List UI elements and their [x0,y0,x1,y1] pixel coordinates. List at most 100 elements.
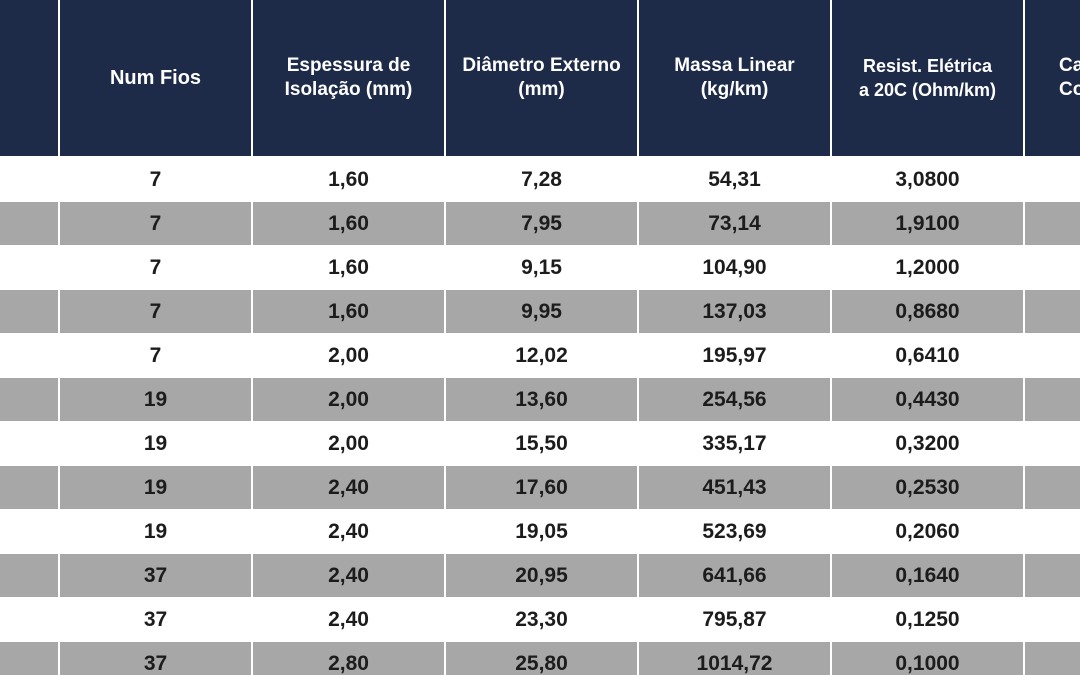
cell-num-fios: 37 [60,554,251,598]
cell-massa: 195,97 [639,334,830,378]
row-cell-blank [0,642,58,675]
cell-espessura: 2,40 [253,554,444,598]
row-cell-partial [1025,642,1080,675]
cell-num-fios: 19 [60,378,251,422]
row-cell-blank [0,158,58,202]
cell-diametro: 23,30 [446,598,637,642]
cell-massa: 641,66 [639,554,830,598]
cell-massa: 137,03 [639,290,830,334]
cell-massa: 523,69 [639,510,830,554]
table-row: 7 1,60 9,15 104,90 1,2000 [0,246,1080,290]
table-row: 19 2,00 13,60 254,56 0,4430 [0,378,1080,422]
row-cell-partial [1025,422,1080,466]
cell-espessura: 2,40 [253,598,444,642]
row-cell-blank [0,598,58,642]
row-cell-partial [1025,246,1080,290]
row-cell-blank [0,246,58,290]
cell-resist: 0,2060 [832,510,1023,554]
row-cell-partial [1025,466,1080,510]
header-massa: Massa Linear (kg/km) [639,0,830,158]
cell-resist: 0,6410 [832,334,1023,378]
cell-massa: 795,87 [639,598,830,642]
cell-diametro: 9,15 [446,246,637,290]
header-num-fios-label: Num Fios [109,67,202,89]
cell-diametro: 7,95 [446,202,637,246]
cell-massa: 1014,72 [639,642,830,675]
cell-diametro: 20,95 [446,554,637,598]
cell-diametro: 7,28 [446,158,637,202]
row-cell-blank [0,290,58,334]
cell-resist: 0,1250 [832,598,1023,642]
row-cell-partial [1025,510,1080,554]
header-resist: Resist. Elétrica a 20C (Ohm/km) [832,0,1023,158]
row-cell-blank [0,466,58,510]
row-cell-blank [0,378,58,422]
cell-resist: 0,2530 [832,466,1023,510]
row-cell-partial [1025,158,1080,202]
cell-espessura: 2,00 [253,378,444,422]
cell-num-fios: 7 [60,334,251,378]
cell-num-fios: 7 [60,246,251,290]
row-cell-blank [0,334,58,378]
cell-resist: 1,9100 [832,202,1023,246]
header-last-partial: Ca Co [1025,0,1080,158]
cell-massa: 254,56 [639,378,830,422]
table-row: 7 1,60 7,95 73,14 1,9100 [0,202,1080,246]
table-row: 19 2,40 17,60 451,43 0,2530 [0,466,1080,510]
header-diametro-line2: (mm) [518,79,565,100]
cell-num-fios: 19 [60,510,251,554]
header-espessura-line2: Isolação (mm) [284,79,413,100]
header-last-line1: Ca [1059,55,1080,76]
table-row: 19 2,40 19,05 523,69 0,2060 [0,510,1080,554]
header-diametro-line1: Diâmetro Externo [462,55,621,76]
cell-resist: 1,2000 [832,246,1023,290]
row-cell-partial [1025,378,1080,422]
header-resist-line2: a 20C (Ohm/km) [858,80,997,100]
row-cell-partial [1025,598,1080,642]
header-resist-line1: Resist. Elétrica [862,56,993,76]
cell-num-fios: 7 [60,158,251,202]
cell-num-fios: 37 [60,598,251,642]
row-cell-partial [1025,290,1080,334]
cell-diametro: 15,50 [446,422,637,466]
cell-resist: 0,8680 [832,290,1023,334]
cell-massa: 335,17 [639,422,830,466]
cell-massa: 451,43 [639,466,830,510]
cell-num-fios: 7 [60,290,251,334]
cell-resist: 0,4430 [832,378,1023,422]
cell-resist: 0,3200 [832,422,1023,466]
cell-espessura: 2,40 [253,510,444,554]
cell-espessura: 1,60 [253,202,444,246]
header-last-line2: Co [1059,79,1080,100]
table-body: 7 1,60 7,28 54,31 3,0800 7 1,60 7,95 73,14 1,9100… [0,158,1080,675]
cell-resist: 0,1640 [832,554,1023,598]
row-cell-partial [1025,334,1080,378]
cell-massa: 73,14 [639,202,830,246]
cell-espessura: 2,80 [253,642,444,675]
header-espessura-line1: Espessura de [286,55,411,76]
cell-massa: 54,31 [639,158,830,202]
cell-massa: 104,90 [639,246,830,290]
cell-resist: 3,0800 [832,158,1023,202]
table-row: 37 2,80 25,80 1014,72 0,1000 [0,642,1080,675]
table-row: 37 2,40 23,30 795,87 0,1250 [0,598,1080,642]
cell-diametro: 19,05 [446,510,637,554]
row-cell-partial [1025,202,1080,246]
row-cell-blank [0,202,58,246]
table-row: 7 1,60 7,28 54,31 3,0800 [0,158,1080,202]
table-row: 37 2,40 20,95 641,66 0,1640 [0,554,1080,598]
row-cell-partial [1025,554,1080,598]
row-cell-blank [0,422,58,466]
header-row: Num Fios Espessura de Isolação (mm) Diâm… [0,0,1080,158]
header-num-fios: Num Fios [60,0,251,158]
table-row: 7 2,00 12,02 195,97 0,6410 [0,334,1080,378]
table-row: 19 2,00 15,50 335,17 0,3200 [0,422,1080,466]
cell-espessura: 1,60 [253,290,444,334]
cell-num-fios: 19 [60,466,251,510]
row-cell-blank [0,554,58,598]
cell-num-fios: 37 [60,642,251,675]
cell-resist: 0,1000 [832,642,1023,675]
cell-espessura: 1,60 [253,246,444,290]
cell-num-fios: 7 [60,202,251,246]
